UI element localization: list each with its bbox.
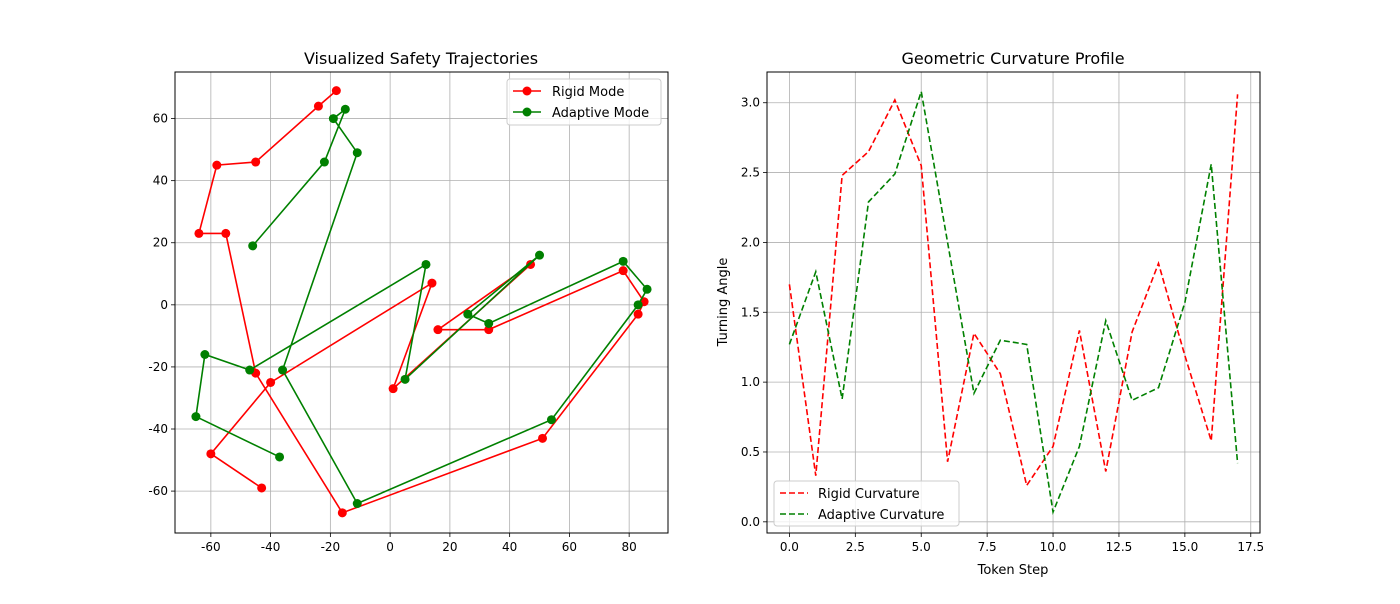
trajectory-point	[642, 284, 652, 294]
trajectory-x-tick-label: 0	[386, 540, 394, 554]
trajectory-point	[266, 377, 276, 387]
trajectory-y-tick-label: -40	[148, 422, 168, 436]
trajectory-x-tick-label: 80	[622, 540, 637, 554]
trajectory-x-tick-label: -60	[201, 540, 221, 554]
trajectory-point	[352, 148, 362, 158]
trajectory-point	[319, 157, 329, 167]
curvature-x-tick-label: 15.0	[1172, 540, 1199, 554]
legend-box	[773, 480, 960, 527]
trajectory-point	[546, 415, 556, 425]
trajectory-point	[248, 241, 258, 251]
curvature-x-tick-label: 5.0	[912, 540, 931, 554]
curvature-series-line	[788, 91, 1239, 516]
trajectory-y-tick-label: -20	[148, 360, 168, 374]
trajectory-y-tick-label: -60	[148, 484, 168, 498]
trajectory-x-tick-label: 20	[442, 540, 457, 554]
trajectory-point	[275, 452, 285, 462]
trajectory-legend: Rigid Mode Adaptive Mode	[506, 78, 662, 126]
trajectory-x-tick-label: -20	[321, 540, 341, 554]
curvature-axes-frame	[766, 71, 1261, 534]
trajectory-point	[191, 412, 201, 422]
trajectory-point	[618, 266, 628, 276]
trajectory-point	[200, 349, 210, 359]
curvature-y-tick-label: 0.0	[741, 515, 760, 529]
curvature-y-tick-label: 2.5	[741, 166, 760, 180]
trajectory-y-tick-label: 20	[153, 236, 168, 250]
trajectory-point	[337, 508, 347, 518]
curvature-x-tick-label: 12.5	[1106, 540, 1133, 554]
curvature-x-tick-label: 17.5	[1237, 540, 1264, 554]
curvature-y-tick-label: 1.5	[741, 305, 760, 319]
trajectory-point	[221, 228, 231, 238]
legend-label: Rigid Mode	[552, 85, 624, 100]
trajectory-point	[535, 250, 545, 260]
curvature-y-tick-label: 0.5	[741, 445, 760, 459]
curvature-y-axis-label: Turning Angle	[716, 258, 731, 348]
trajectory-axes-frame	[174, 71, 669, 534]
curvature-series-line	[788, 94, 1239, 488]
legend-label: Adaptive Curvature	[818, 508, 944, 523]
trajectory-point	[257, 483, 267, 493]
trajectory-x-tick-label: 40	[502, 540, 517, 554]
trajectory-point	[278, 365, 288, 375]
legend-marker	[522, 86, 532, 96]
trajectory-point	[328, 114, 338, 124]
curvature-y-tick-label: 3.0	[741, 96, 760, 110]
trajectory-point	[251, 157, 261, 167]
trajectory-point	[618, 256, 628, 266]
trajectory-x-tick-label: -40	[261, 540, 281, 554]
trajectory-point	[194, 228, 204, 238]
trajectory-point	[331, 86, 341, 96]
curvature-x-tick-label: 0.0	[780, 540, 799, 554]
trajectory-point	[484, 325, 494, 335]
trajectory-y-tick-label: 0	[160, 298, 168, 312]
trajectory-x-tick-label: 60	[562, 540, 577, 554]
legend-label: Adaptive Mode	[552, 106, 649, 121]
curvature-x-tick-label: 7.5	[978, 540, 997, 554]
curvature-y-tick-label: 2.0	[741, 235, 760, 249]
trajectory-series-line	[195, 106, 649, 505]
trajectory-point	[400, 374, 410, 384]
trajectory-point	[245, 365, 255, 375]
legend-box	[506, 78, 662, 126]
curvature-x-axis-label: Token Step	[977, 563, 1049, 578]
trajectory-point	[538, 433, 548, 443]
trajectory-point	[484, 318, 494, 328]
trajectory-y-tick-label: 60	[153, 112, 168, 126]
trajectory-point	[421, 259, 431, 269]
trajectory-point	[212, 160, 222, 170]
trajectory-chart-title: Visualized Safety Trajectories	[304, 49, 538, 68]
legend-label: Rigid Curvature	[818, 487, 920, 502]
curvature-y-tick-label: 1.0	[741, 375, 760, 389]
trajectory-point	[433, 325, 443, 335]
curvature-x-tick-label: 2.5	[846, 540, 865, 554]
trajectory-point	[633, 300, 643, 310]
trajectory-point	[388, 384, 398, 394]
curvature-chart: Geometric Curvature Profile Token Step T…	[716, 49, 1264, 578]
curvature-chart-title: Geometric Curvature Profile	[901, 49, 1124, 68]
trajectory-point	[313, 101, 323, 111]
trajectory-y-tick-label: 40	[153, 174, 168, 188]
trajectory-point	[633, 309, 643, 319]
curvature-x-tick-label: 10.0	[1040, 540, 1067, 554]
legend-marker	[522, 107, 532, 117]
trajectory-point	[206, 449, 216, 459]
trajectory-point	[463, 309, 473, 319]
trajectory-point	[352, 499, 362, 509]
curvature-legend: Rigid Curvature Adaptive Curvature	[773, 480, 960, 527]
trajectory-point	[427, 278, 437, 288]
trajectory-chart: Visualized Safety Trajectories -60 -40 -20…	[148, 49, 669, 554]
trajectory-point	[340, 104, 350, 114]
